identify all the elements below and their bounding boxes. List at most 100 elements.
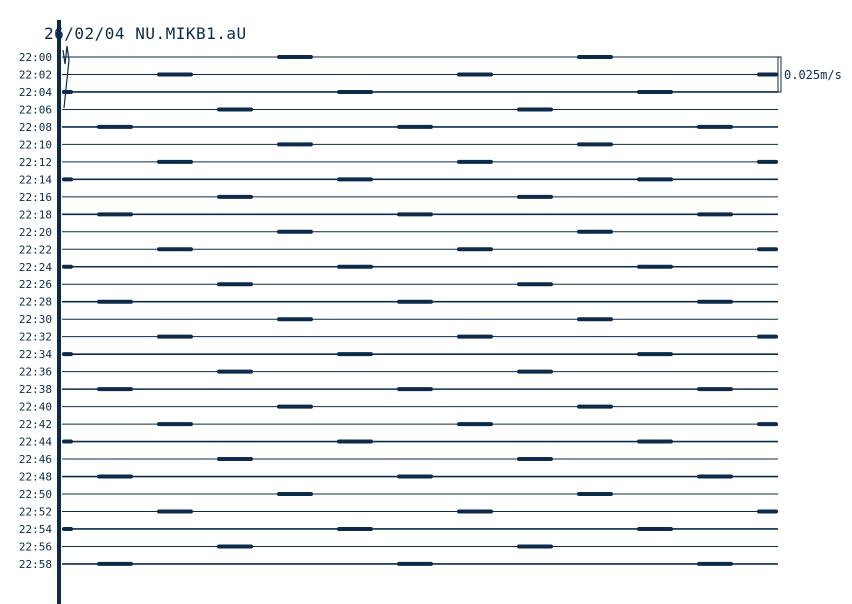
signal-burst [337,89,373,94]
signal-burst [637,526,673,531]
signal-burst [217,457,253,462]
signal-burst [97,299,133,304]
trace-time-label: 22:00 [19,51,52,64]
signal-burst [62,89,73,94]
signal-burst [217,544,253,549]
signal-burst [457,159,493,164]
signal-burst [62,526,73,531]
signal-burst [757,422,778,427]
scale-label: 0.025m/s [784,68,842,82]
signal-burst [62,177,73,182]
signal-burst [697,474,733,479]
signal-burst [157,72,193,77]
signal-burst [457,72,493,77]
trace-time-label: 22:12 [19,156,52,169]
trace-time-label: 22:24 [19,261,52,274]
signal-burst [577,229,613,234]
vertical-axis-bar [57,20,61,604]
signal-burst [97,474,133,479]
trace-time-label: 22:34 [19,348,52,361]
signal-burst [517,544,553,549]
trace-time-label: 22:36 [19,366,52,379]
signal-burst [277,55,313,59]
signal-burst [457,509,493,514]
signal-burst [637,177,673,182]
trace-time-label: 22:48 [19,471,52,484]
trace-time-label: 22:28 [19,296,52,309]
signal-burst [757,247,778,252]
signal-burst [277,492,313,496]
trace-time-label: 22:44 [19,436,52,449]
signal-burst [277,142,313,147]
signal-burst [97,387,133,392]
signal-burst [457,422,493,427]
scale-bracket [776,56,782,93]
signal-burst [397,474,433,479]
trace-time-label: 22:50 [19,488,52,501]
signal-burst [757,509,778,514]
trace-time-label: 22:52 [19,505,52,518]
trace-time-label: 22:58 [19,558,52,571]
signal-burst [397,124,433,129]
trace-time-label: 22:10 [19,138,52,151]
signal-burst [637,264,673,269]
signal-burst [62,439,73,444]
trace-time-label: 22:06 [19,103,52,116]
signal-burst [277,229,313,234]
trace-time-label: 22:42 [19,418,52,431]
trace-time-label: 22:18 [19,208,52,221]
signal-burst [337,177,373,182]
signal-burst [397,212,433,217]
signal-burst [97,124,133,129]
trace-time-label: 22:16 [19,191,52,204]
trace-time-label: 22:54 [19,523,52,536]
trace-time-label: 22:04 [19,86,52,99]
signal-burst [517,194,553,199]
signal-burst [277,317,313,322]
signal-burst [217,369,253,374]
signal-burst [697,124,733,129]
signal-burst [697,212,733,217]
signal-burst [397,299,433,304]
trace-time-label: 22:56 [19,540,52,553]
signal-burst [517,107,553,112]
trace-time-label: 22:08 [19,121,52,134]
initial-spike [62,45,70,109]
signal-burst [517,369,553,374]
signal-burst [577,142,613,147]
signal-burst [62,264,73,269]
signal-burst [217,194,253,199]
signal-burst [697,299,733,304]
signal-burst [577,317,613,322]
trace-time-label: 22:22 [19,243,52,256]
trace-time-label: 22:02 [19,68,52,81]
signal-burst [457,334,493,339]
signal-burst [577,404,613,409]
signal-burst [757,72,778,77]
signal-burst [637,439,673,444]
trace-time-label: 22:26 [19,278,52,291]
signal-burst [517,457,553,462]
chart-title: 26/02/04 NU.MIKB1.aU [44,24,247,43]
signal-burst [337,439,373,444]
signal-burst [157,422,193,427]
signal-burst [62,352,73,357]
signal-burst [337,526,373,531]
signal-burst [757,334,778,339]
signal-burst [97,212,133,217]
signal-burst [397,561,433,566]
trace-time-label: 22:46 [19,453,52,466]
signal-burst [517,282,553,287]
signal-burst [217,107,253,112]
amplitude-scale-bar: 0.025m/s [776,56,842,93]
signal-burst [157,159,193,164]
signal-burst [637,89,673,94]
trace-time-label: 22:14 [19,173,52,186]
signal-burst [397,387,433,392]
signal-burst [757,159,778,164]
trace-time-label: 22:38 [19,383,52,396]
signal-burst [637,352,673,357]
signal-burst [697,387,733,392]
signal-burst [157,509,193,514]
